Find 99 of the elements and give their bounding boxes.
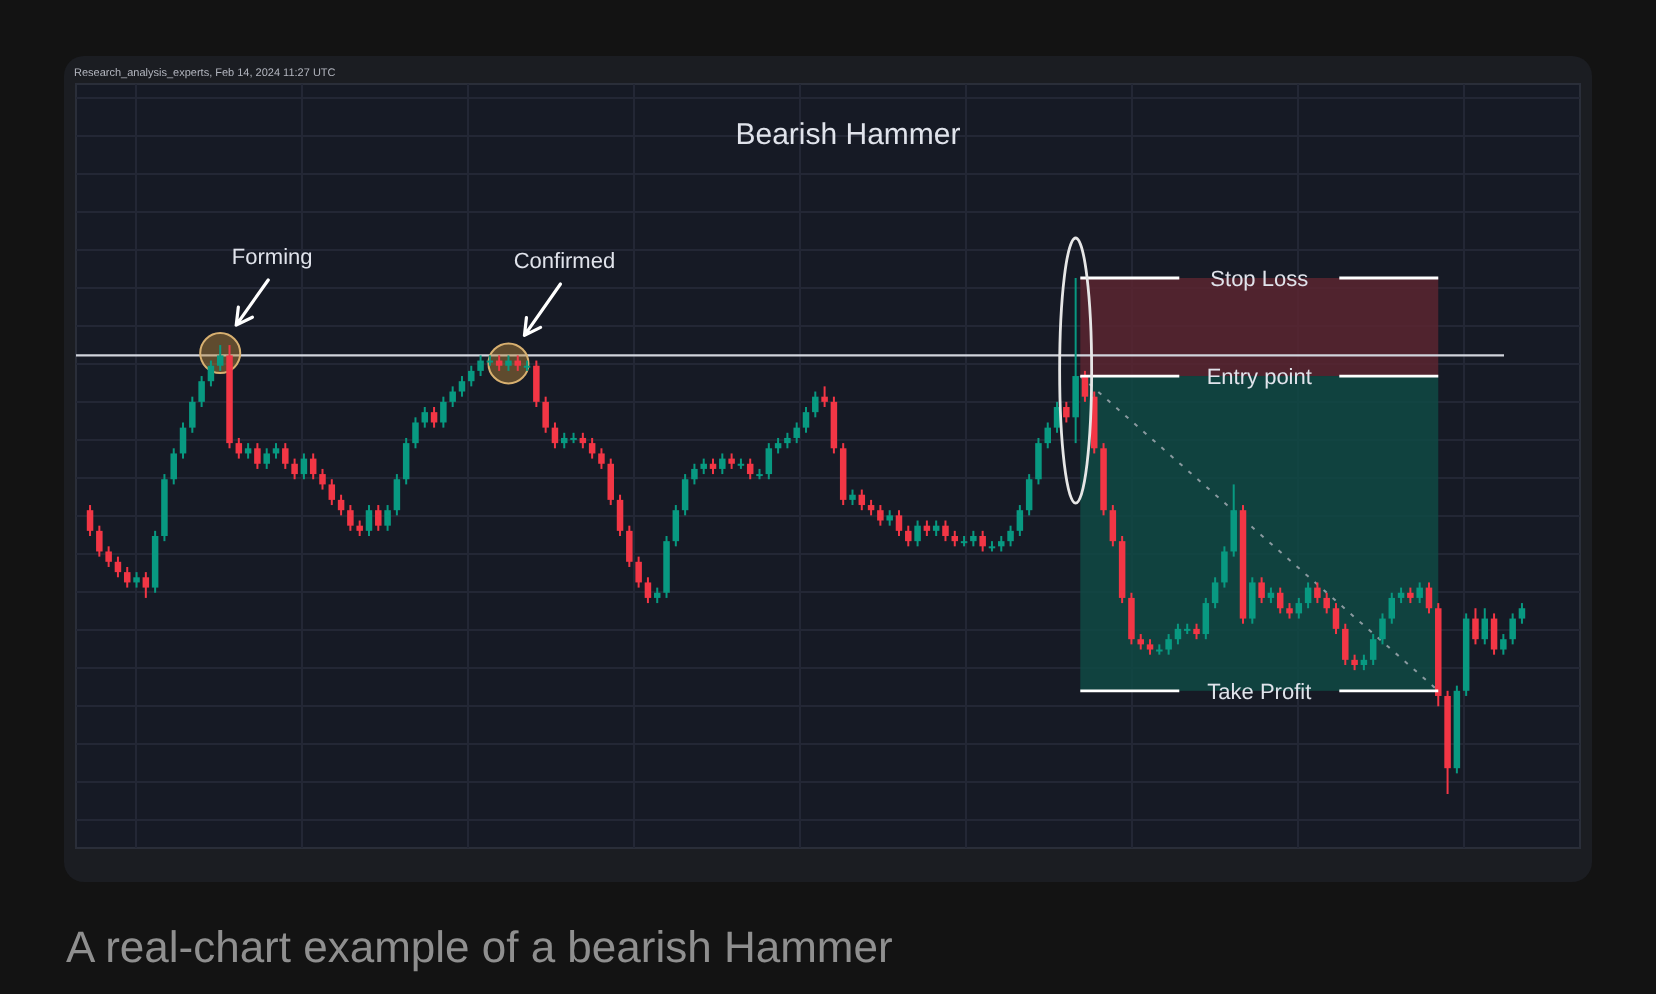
candlestick bbox=[1295, 596, 1303, 620]
candlestick bbox=[942, 519, 949, 543]
candlestick bbox=[291, 457, 298, 481]
chart-title: Bearish Hammer bbox=[735, 118, 961, 152]
candlestick bbox=[746, 457, 754, 481]
candlestick bbox=[672, 504, 680, 548]
candlestick bbox=[1109, 504, 1117, 548]
candlestick bbox=[1342, 622, 1349, 666]
candlestick bbox=[440, 395, 447, 429]
candlestick bbox=[1323, 591, 1330, 615]
candlestick bbox=[588, 436, 596, 460]
candlestick bbox=[114, 555, 122, 579]
candlestick bbox=[235, 436, 243, 460]
candlestick bbox=[393, 473, 401, 517]
candlestick bbox=[1016, 504, 1024, 537]
candlestick bbox=[142, 571, 150, 599]
candlestick bbox=[607, 457, 614, 507]
candlestick bbox=[1425, 581, 1433, 615]
candlestick bbox=[598, 447, 605, 470]
candlestick bbox=[1230, 483, 1237, 558]
candlestick bbox=[1369, 633, 1377, 666]
candlestick bbox=[1174, 622, 1182, 646]
candlestick bbox=[793, 421, 800, 445]
ref-line-label: Stop Loss bbox=[1210, 268, 1310, 292]
ref-line-label: Entry point bbox=[1206, 366, 1312, 391]
candlestick bbox=[198, 375, 205, 408]
candlestick bbox=[123, 565, 131, 589]
candlestick bbox=[105, 545, 112, 568]
candlestick bbox=[375, 504, 382, 532]
candlestick bbox=[1481, 607, 1489, 646]
candlestick bbox=[877, 504, 884, 527]
candlestick bbox=[1072, 277, 1079, 445]
candlestick bbox=[449, 385, 456, 408]
candlestick bbox=[254, 442, 261, 470]
candlestick bbox=[719, 452, 726, 476]
candlestick bbox=[802, 406, 810, 434]
candlestick bbox=[979, 529, 986, 553]
candlestick bbox=[337, 493, 345, 517]
candlestick bbox=[895, 509, 903, 537]
candlestick bbox=[1472, 607, 1479, 646]
candlestick bbox=[542, 395, 549, 434]
candlestick bbox=[412, 416, 419, 450]
candlestick bbox=[1249, 576, 1256, 625]
candlestick bbox=[1221, 545, 1228, 589]
ref-line-label: Take Profit bbox=[1207, 680, 1312, 705]
candlestick bbox=[384, 504, 391, 532]
candlestick bbox=[681, 473, 689, 517]
candlestick bbox=[1202, 596, 1210, 641]
candlestick bbox=[86, 504, 94, 537]
candlestick bbox=[812, 390, 819, 419]
candlestick bbox=[1388, 591, 1396, 625]
candlestick bbox=[1128, 591, 1135, 646]
candlestick bbox=[821, 385, 828, 408]
candlestick bbox=[347, 504, 354, 532]
candlestick bbox=[1490, 612, 1498, 656]
candlestick bbox=[635, 555, 642, 589]
text: Forming bbox=[231, 246, 313, 270]
candlestick bbox=[914, 519, 921, 548]
candlestick bbox=[458, 375, 466, 398]
candlestick bbox=[1081, 369, 1089, 403]
candlestick bbox=[96, 524, 103, 558]
candlestick bbox=[1165, 633, 1172, 656]
candlestick bbox=[189, 395, 196, 434]
candlestick bbox=[1509, 612, 1516, 646]
candlestick bbox=[402, 436, 410, 486]
candlestick bbox=[533, 359, 540, 408]
candlestick bbox=[1332, 602, 1340, 636]
candlestick bbox=[421, 406, 429, 429]
candlestick bbox=[1035, 436, 1042, 486]
candlestick bbox=[905, 524, 912, 548]
candlestick bbox=[858, 488, 866, 512]
candlestick bbox=[830, 395, 838, 455]
text: Confirmed bbox=[513, 250, 616, 274]
candlestick bbox=[319, 467, 326, 491]
candlestick bbox=[691, 462, 698, 486]
candlestick bbox=[1007, 524, 1014, 548]
candlestick bbox=[328, 478, 336, 507]
candlestick bbox=[1258, 576, 1265, 605]
candlestick bbox=[1500, 633, 1507, 656]
candlestick bbox=[1314, 581, 1321, 605]
candlestick bbox=[365, 504, 373, 537]
candlestick bbox=[765, 442, 773, 481]
candlestick bbox=[1416, 581, 1423, 605]
candlestick bbox=[644, 576, 652, 605]
candlestick bbox=[1211, 576, 1219, 610]
candlestick bbox=[468, 364, 475, 388]
candlestick bbox=[1379, 612, 1386, 646]
candlestick bbox=[616, 493, 624, 537]
candlestick bbox=[1044, 421, 1052, 450]
candlestick bbox=[263, 447, 270, 470]
candlestick bbox=[216, 344, 224, 372]
candlestick bbox=[282, 442, 289, 470]
text: A real-chart example of a bearish Hammer bbox=[66, 922, 893, 972]
candlestick bbox=[1518, 602, 1526, 625]
candlestick bbox=[626, 524, 633, 568]
candlestick bbox=[1063, 400, 1070, 424]
candlestick bbox=[430, 406, 438, 429]
candlestick bbox=[170, 447, 177, 486]
candlestick bbox=[1025, 473, 1033, 517]
